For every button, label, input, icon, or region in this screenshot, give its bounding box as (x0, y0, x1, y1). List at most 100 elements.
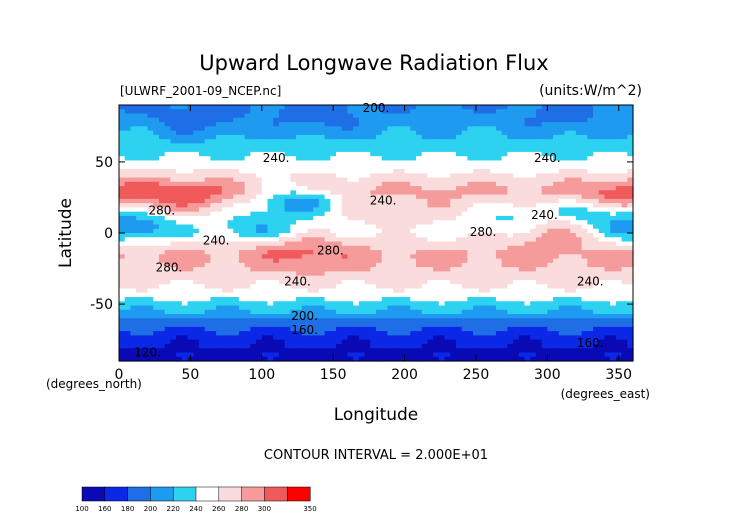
heatmap-cell (587, 245, 594, 251)
heatmap-cell (158, 318, 166, 324)
heatmap-cell (490, 279, 497, 285)
heatmap-cell (553, 117, 560, 123)
heatmap-cell (153, 203, 160, 208)
heatmap-cell (593, 113, 600, 119)
heatmap-cell (296, 134, 303, 140)
heatmap-cell (119, 279, 126, 285)
heatmap-cell (381, 160, 389, 166)
heatmap-cell (490, 258, 497, 264)
heatmap-cell (341, 250, 349, 255)
heatmap-cell (473, 326, 480, 332)
heatmap-cell (341, 279, 349, 285)
heatmap-cell (341, 297, 349, 302)
heatmap-cell (318, 160, 326, 166)
heatmap-cell (621, 143, 628, 149)
heatmap-cell (478, 173, 486, 179)
heatmap-cell (358, 228, 366, 234)
heatmap-cell (204, 258, 211, 264)
heatmap-cell (478, 169, 486, 174)
heatmap-cell (387, 139, 394, 144)
heatmap-cell (575, 335, 583, 341)
heatmap-cell (501, 109, 508, 115)
heatmap-cell (501, 241, 508, 247)
heatmap-cell (238, 318, 246, 324)
heatmap-cell (404, 130, 411, 136)
heatmap-cell (541, 284, 548, 290)
heatmap-cell (153, 297, 160, 302)
heatmap-cell (136, 126, 143, 132)
heatmap-cell (575, 147, 583, 153)
heatmap-cell (438, 309, 446, 315)
heatmap-cell (530, 164, 537, 170)
heatmap-cell (336, 228, 343, 234)
heatmap-cell (187, 130, 194, 136)
heatmap-cell (581, 288, 588, 294)
heatmap-cell (461, 228, 468, 234)
heatmap-cell (587, 122, 594, 127)
heatmap-cell (130, 271, 137, 277)
heatmap-cell (501, 279, 508, 285)
heatmap-cell (307, 169, 314, 174)
heatmap-cell (484, 190, 491, 196)
heatmap-cell (381, 105, 389, 110)
heatmap-cell (570, 267, 577, 272)
heatmap-cell (358, 309, 366, 315)
heatmap-cell (598, 301, 606, 307)
heatmap-cell (238, 288, 246, 294)
heatmap-cell (296, 143, 303, 149)
heatmap-cell (370, 254, 377, 260)
heatmap-cell (376, 156, 383, 162)
heatmap-cell (598, 335, 606, 341)
heatmap-cell (627, 181, 634, 187)
heatmap-cell (204, 117, 211, 123)
heatmap-cell (273, 271, 280, 277)
heatmap-cell (410, 211, 417, 217)
heatmap-cell (164, 143, 171, 149)
heatmap-cell (341, 139, 349, 144)
heatmap-cell (524, 335, 531, 341)
heatmap-cell (324, 245, 331, 251)
heatmap-cell (461, 109, 468, 115)
heatmap-cell (318, 250, 326, 255)
heatmap-cell (450, 241, 457, 247)
heatmap-cell (376, 215, 383, 221)
heatmap-cell (438, 267, 446, 272)
heatmap-cell (256, 143, 263, 149)
heatmap-cell (130, 109, 137, 115)
heatmap-cell (370, 288, 377, 294)
heatmap-cell (433, 156, 440, 162)
heatmap-cell (461, 326, 468, 332)
heatmap-cell (484, 288, 491, 294)
heatmap-cell (575, 275, 583, 281)
heatmap-cell (358, 173, 366, 179)
heatmap-cell (296, 207, 303, 213)
heatmap-cell (176, 134, 183, 140)
heatmap-cell (233, 297, 240, 302)
heatmap-cell (581, 309, 588, 315)
heatmap-cell (221, 301, 229, 307)
heatmap-cell (261, 186, 269, 191)
heatmap-cell (575, 245, 583, 251)
heatmap-cell (353, 228, 360, 234)
heatmap-cell (267, 314, 274, 319)
heatmap-cell (204, 305, 211, 311)
heatmap-cell (181, 122, 189, 127)
heatmap-cell (461, 245, 468, 251)
heatmap-cell (455, 301, 463, 307)
heatmap-cell (296, 262, 303, 268)
heatmap-cell (461, 139, 468, 144)
heatmap-cell (313, 160, 320, 166)
heatmap-cell (261, 147, 269, 153)
heatmap-cell (141, 126, 149, 132)
heatmap-cell (404, 309, 411, 315)
heatmap-cell (130, 126, 137, 132)
heatmap-cell (581, 105, 588, 110)
heatmap-cell (415, 262, 423, 268)
heatmap-cell (461, 164, 468, 170)
heatmap-cell (535, 331, 543, 336)
heatmap-cell (347, 254, 354, 260)
heatmap-cell (233, 151, 240, 157)
heatmap-cell (370, 113, 377, 119)
heatmap-cell (415, 151, 423, 157)
heatmap-cell (598, 160, 606, 166)
